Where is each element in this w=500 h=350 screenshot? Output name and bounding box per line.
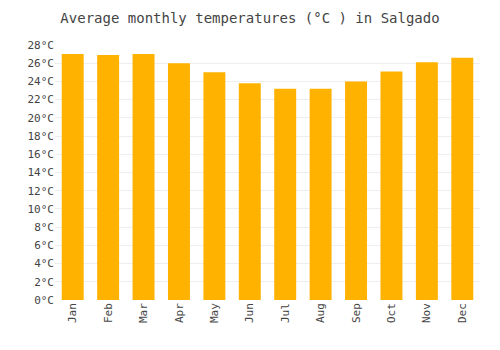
svg-text:Mar: Mar [137, 303, 150, 323]
svg-text:18°C: 18°C [28, 130, 55, 143]
svg-text:10°C: 10°C [28, 203, 55, 216]
svg-text:Sep: Sep [350, 303, 363, 323]
svg-text:22°C: 22°C [28, 93, 55, 106]
svg-text:Average monthly temperatures (: Average monthly temperatures (°C ) in Sa… [60, 10, 439, 26]
svg-text:12°C: 12°C [28, 185, 55, 198]
svg-text:0°C: 0°C [34, 294, 54, 307]
svg-text:Nov: Nov [420, 303, 433, 323]
svg-text:Apr: Apr [173, 303, 186, 323]
svg-text:May: May [208, 303, 221, 323]
svg-text:Jun: Jun [243, 303, 256, 323]
svg-text:Aug: Aug [314, 303, 327, 323]
svg-text:24°C: 24°C [28, 75, 55, 88]
svg-text:Jan: Jan [66, 303, 79, 323]
svg-text:26°C: 26°C [28, 57, 55, 70]
svg-text:20°C: 20°C [28, 112, 55, 125]
svg-text:Dec: Dec [456, 303, 469, 323]
svg-text:4°C: 4°C [34, 257, 54, 270]
svg-text:16°C: 16°C [28, 148, 55, 161]
svg-text:28°C: 28°C [28, 39, 55, 52]
svg-text:Jul: Jul [279, 303, 292, 323]
svg-text:Oct: Oct [385, 303, 398, 323]
svg-text:14°C: 14°C [28, 166, 55, 179]
svg-text:6°C: 6°C [34, 239, 54, 252]
svg-text:8°C: 8°C [34, 221, 54, 234]
svg-text:2°C: 2°C [34, 276, 54, 289]
svg-text:Feb: Feb [102, 303, 115, 323]
